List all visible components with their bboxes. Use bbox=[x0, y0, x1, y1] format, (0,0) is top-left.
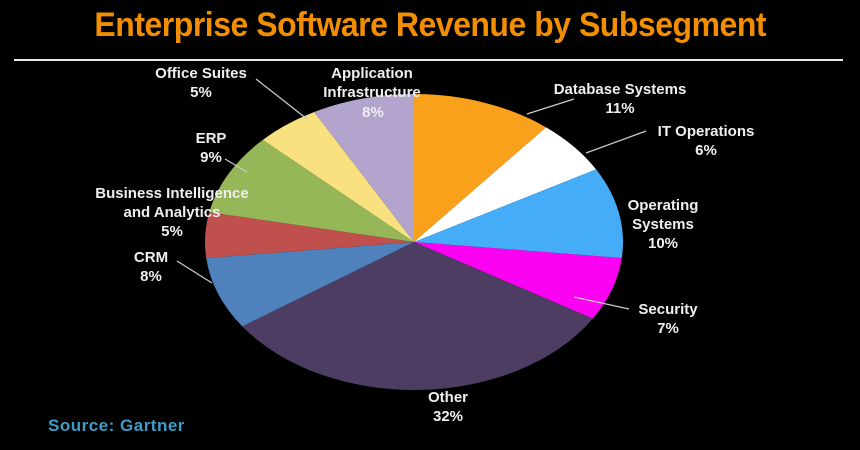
pie-slice-database-systems bbox=[414, 94, 547, 242]
leader-line-office-suites bbox=[255, 78, 308, 120]
leader-line-it-operations bbox=[585, 130, 647, 154]
leader-line-erp bbox=[224, 158, 248, 173]
pie-slice-other bbox=[242, 242, 593, 390]
pie-slice-application-infrastructure bbox=[314, 94, 414, 242]
pie-slice-office-suites bbox=[262, 111, 414, 242]
pie-slice-business-intelligence-and-analytics bbox=[205, 212, 414, 259]
pie-slice-security bbox=[414, 242, 622, 319]
leader-line-security bbox=[573, 296, 630, 310]
pie-slice-it-operations bbox=[414, 127, 597, 242]
title-divider bbox=[14, 59, 843, 61]
leader-line-crm bbox=[176, 260, 213, 284]
page-title: Enterprise Software Revenue by Subsegmen… bbox=[0, 6, 860, 45]
pie-slice-operating-systems bbox=[414, 169, 623, 259]
leader-line-database-systems bbox=[526, 98, 575, 115]
source-caption: Source: Gartner bbox=[48, 416, 185, 435]
pie-slice-erp bbox=[209, 139, 414, 242]
pie-slice-crm bbox=[206, 242, 414, 327]
page-title-text: Enterprise Software Revenue by Subsegmen… bbox=[94, 6, 766, 44]
